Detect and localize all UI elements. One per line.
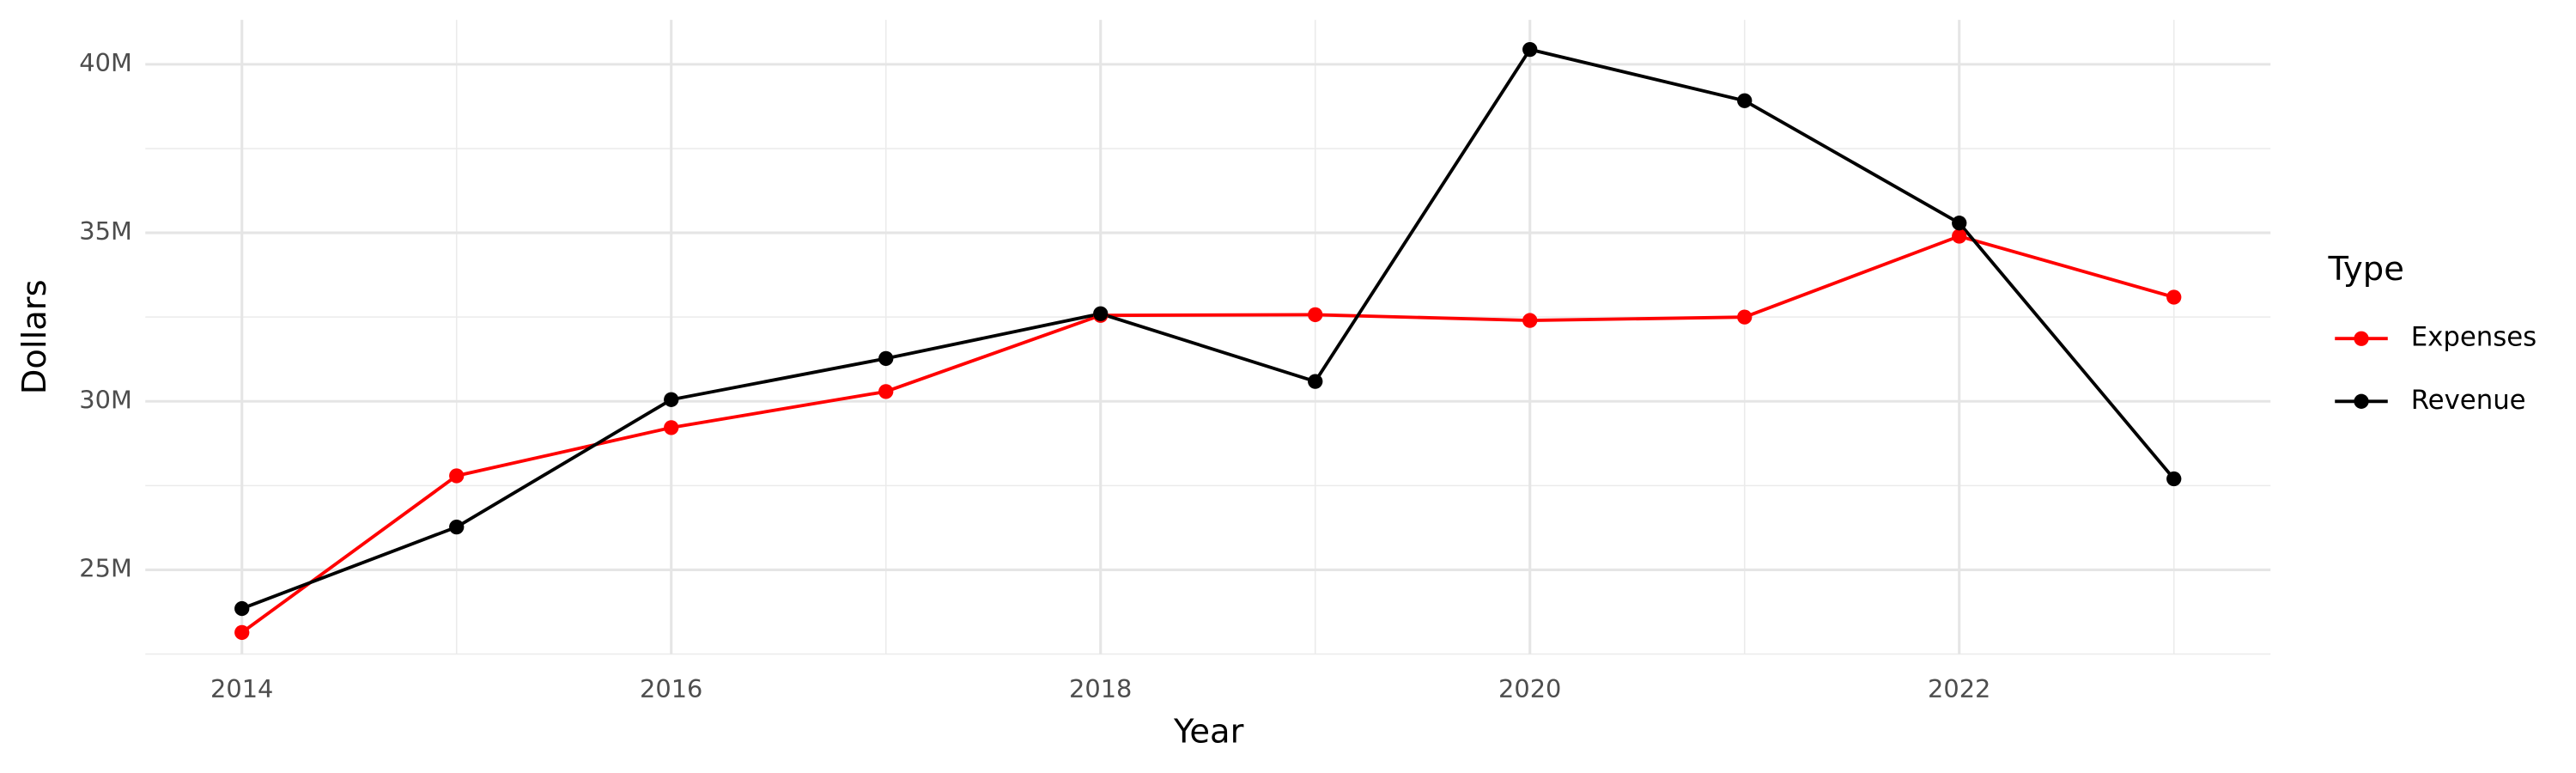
- y-tick-label: 25M: [79, 553, 132, 582]
- x-axis-title: Year: [1173, 712, 1244, 751]
- x-tick-label: 2020: [1498, 674, 1561, 703]
- y-tick-label: 30M: [79, 385, 132, 414]
- data-point: [1522, 313, 1538, 328]
- legend-marker: [2354, 331, 2369, 346]
- y-tick-label: 35M: [79, 216, 132, 246]
- legend-label: Expenses: [2411, 322, 2537, 353]
- data-point: [1308, 307, 1323, 323]
- series-line: [240, 234, 2175, 634]
- data-point: [1308, 374, 1323, 389]
- data-point: [1737, 309, 1753, 325]
- y-axis-title: Dollars: [15, 279, 54, 394]
- x-tick-label: 2016: [640, 674, 702, 703]
- data-point: [2166, 471, 2182, 487]
- data-point: [2166, 289, 2182, 305]
- data-point: [664, 392, 679, 407]
- legend-label: Revenue: [2411, 385, 2526, 416]
- data-point: [878, 350, 894, 367]
- legend-title: Type: [2328, 250, 2404, 289]
- data-point: [1952, 228, 1967, 244]
- data-point: [449, 519, 465, 535]
- x-tick-label: 2022: [1928, 674, 1990, 703]
- data-point: [234, 600, 250, 617]
- data-point: [878, 384, 894, 399]
- x-tick-label: 2014: [210, 674, 273, 703]
- legend-marker: [2354, 393, 2369, 409]
- x-tick-label: 2018: [1069, 674, 1132, 703]
- data-point: [449, 468, 465, 484]
- data-point: [1737, 93, 1753, 108]
- series-line: [241, 47, 2176, 611]
- data-point: [664, 420, 679, 435]
- data-point: [1093, 306, 1109, 321]
- y-tick-label: 40M: [79, 48, 132, 77]
- data-point: [1952, 216, 1967, 231]
- data-point: [1522, 41, 1538, 58]
- data-point: [234, 624, 250, 641]
